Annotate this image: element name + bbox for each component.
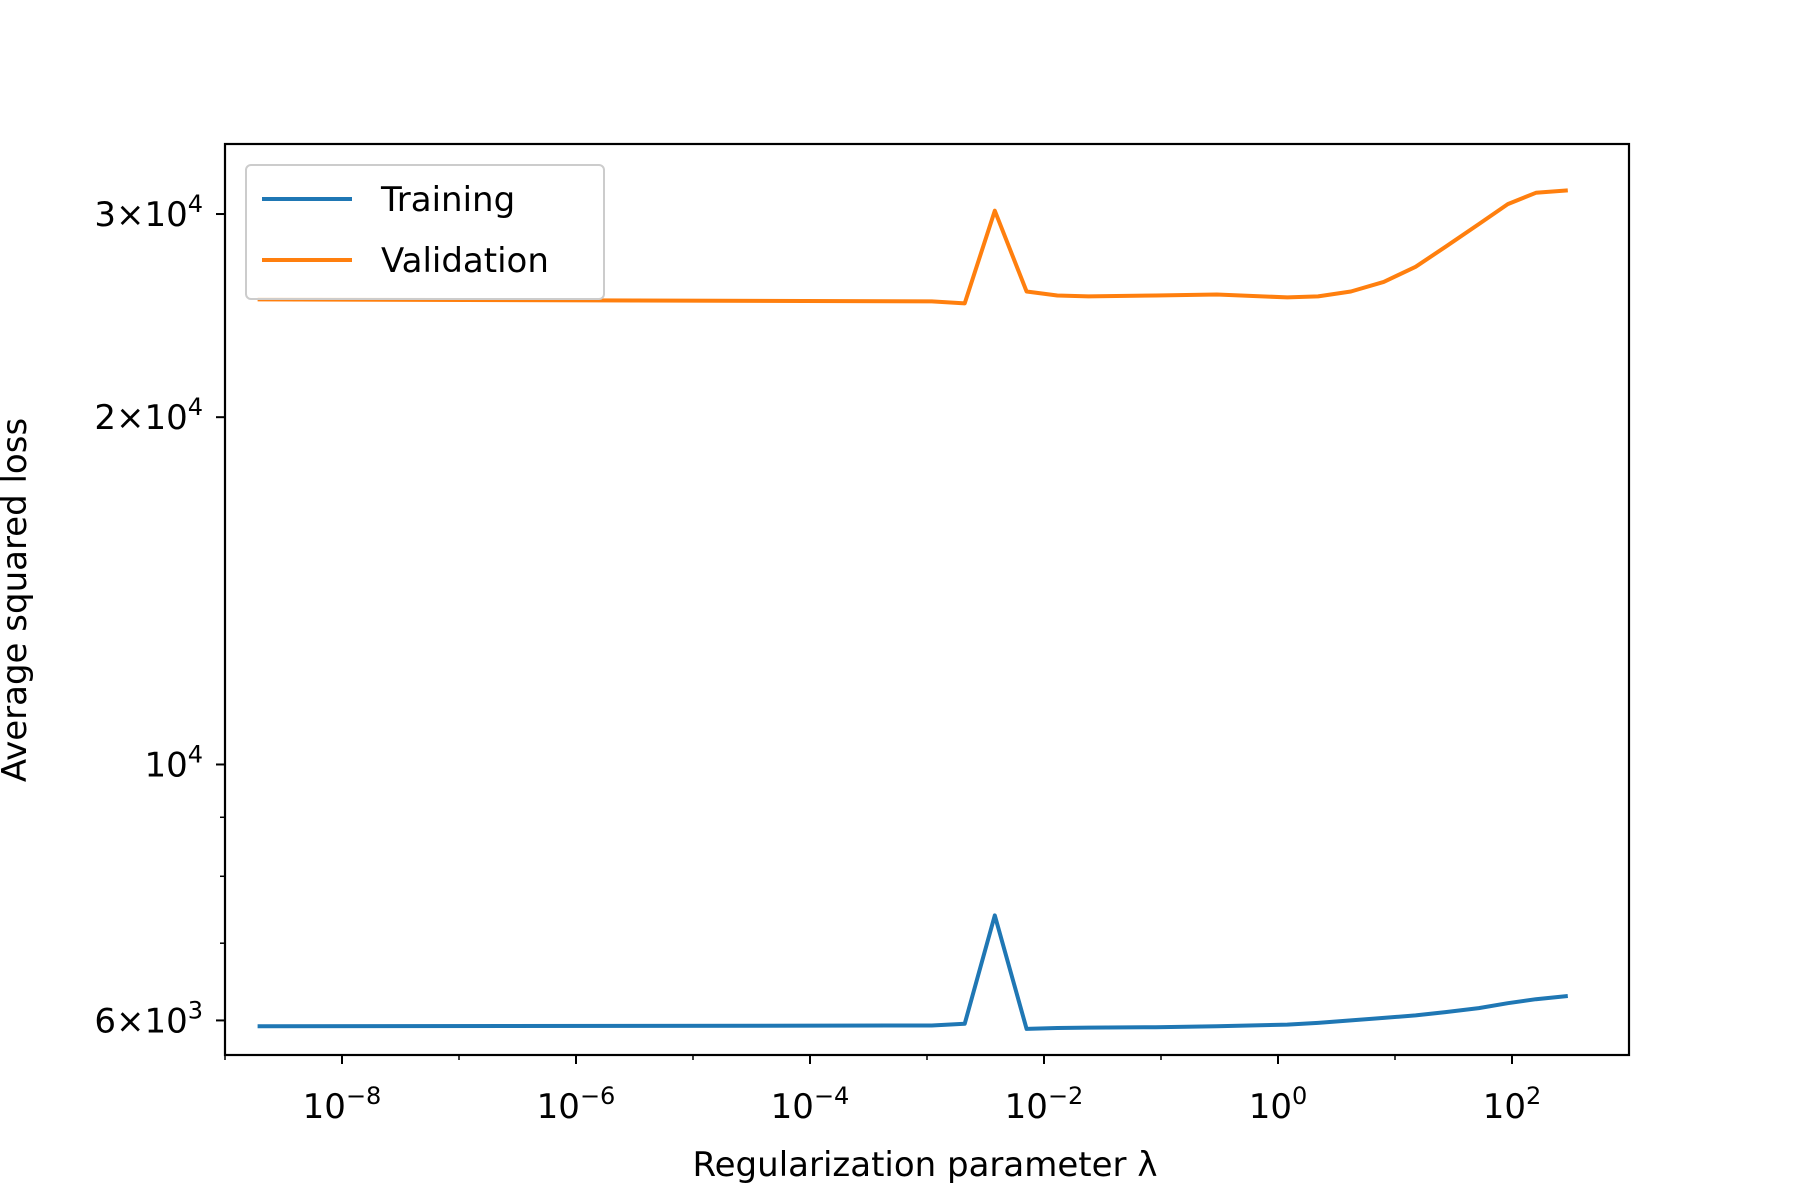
legend: Training Validation: [245, 164, 605, 300]
x-tick-label: 100: [1249, 1082, 1308, 1127]
y-axis-label: Average squared loss: [0, 418, 35, 782]
x-axis: 10−8 10−6 10−4 10−2 100 102: [224, 1055, 1542, 1127]
x-tick-label: 10−4: [771, 1082, 850, 1127]
x-tick-label: 10−2: [1005, 1082, 1084, 1127]
y-tick-label: 3×104: [94, 190, 203, 235]
legend-label-validation: Validation: [381, 241, 549, 281]
x-tick-label: 102: [1483, 1082, 1542, 1127]
series-line-validation: [257, 188, 1568, 306]
plot-lines: [257, 188, 1568, 1031]
legend-label-training: Training: [380, 180, 515, 220]
y-tick-label: 6×103: [94, 996, 203, 1041]
y-tick-label: 104: [144, 740, 203, 785]
x-tick-label: 10−8: [303, 1082, 382, 1127]
y-axis: 6×103 104 2×104 3×104: [94, 190, 225, 1041]
series-line-training: [257, 913, 1568, 1031]
y-tick-label: 2×104: [94, 393, 203, 438]
x-tick-label: 10−6: [537, 1082, 616, 1127]
x-axis-label: Regularization parameter λ: [693, 1145, 1158, 1185]
plot-frame: [223, 142, 1631, 1057]
